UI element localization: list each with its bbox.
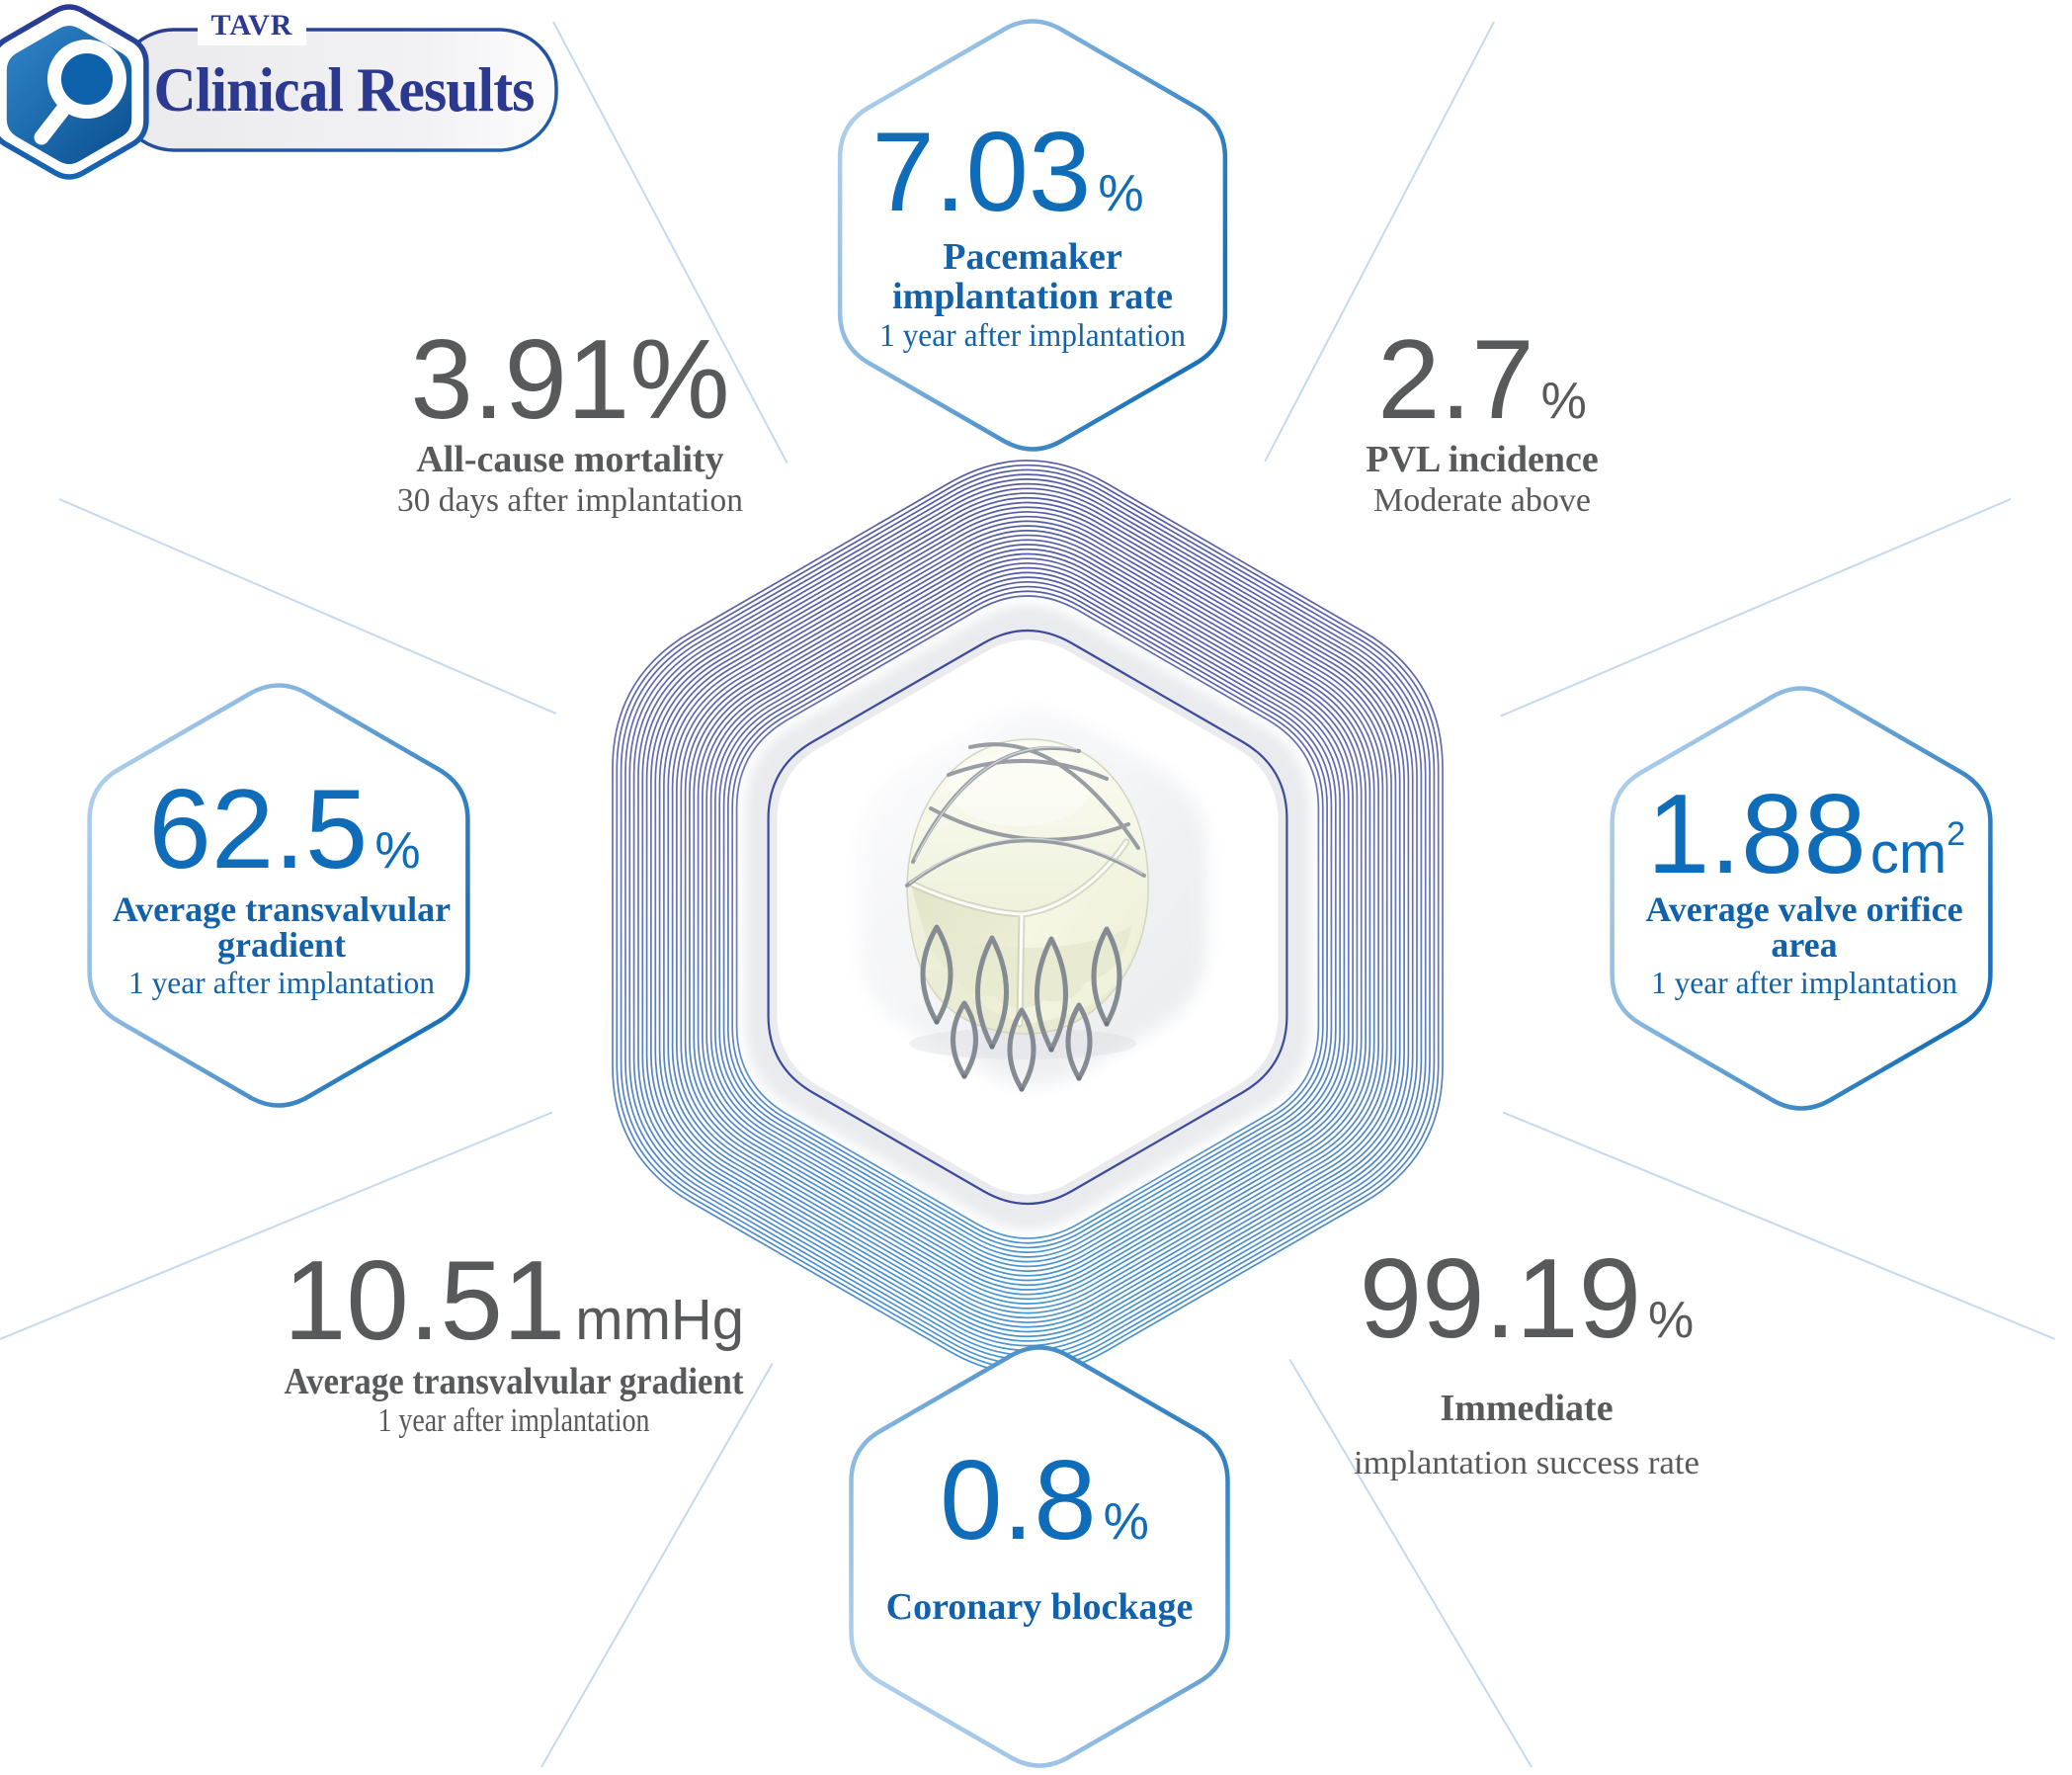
stat-label: All-cause mortality (416, 439, 723, 480)
stat-value: 0.8% (940, 1438, 1149, 1564)
stat-transvalvular-gradient-pct: 62.5% Average transvalvular gradient 1 y… (113, 767, 451, 1000)
stat-value: 1.88cm2 (1647, 772, 1965, 897)
logo-lens-rim (47, 40, 126, 119)
stat-subtext: 1 year after implantation (378, 1402, 650, 1439)
valve-stent-mesh-highlight (908, 746, 1143, 885)
stat-pvl: 2.7% PVL incidence Moderate above (1366, 317, 1598, 519)
radial-guide-lines (0, 21, 2056, 1768)
stat-valve-orifice-area: 1.88cm2 Average valve orifice area 1 yea… (1645, 772, 1965, 1000)
stat-subtext: 1 year after implantation (128, 965, 435, 1000)
orifice-hexagon-frame (1610, 686, 1993, 1111)
pacemaker-hexagon-frame (837, 19, 1228, 452)
stat-label: PVL incidence (1366, 439, 1598, 480)
stat-value: 3.91% (410, 317, 729, 443)
stat-label: Coronary blockage (886, 1586, 1194, 1628)
stat-coronary-blockage: 0.8% Coronary blockage (886, 1438, 1194, 1628)
stat-value: 99.19% (1360, 1236, 1695, 1362)
gradient-pct-hexagon-frame (87, 683, 470, 1108)
stat-implantation-success: 99.19% Immediate implantation success ra… (1354, 1236, 1699, 1481)
stat-subtext: 30 days after implantation (397, 482, 743, 519)
stat-value: 2.7% (1377, 317, 1587, 443)
stat-label: Immediate (1440, 1388, 1613, 1429)
logo-handle (34, 103, 70, 145)
eyebrow-backing (198, 8, 306, 45)
valve-illustration (905, 738, 1149, 1092)
valve-skirt (921, 923, 1132, 1009)
valve-shadow (909, 1028, 1136, 1059)
stat-label: Pacemaker (943, 236, 1122, 278)
valve-seam-highlight (909, 840, 1128, 1026)
center-hexagon-accent-ring (767, 629, 1288, 1206)
concentric-rings (612, 460, 1444, 1375)
stat-value: 7.03% (871, 110, 1143, 235)
stat-subtext: Moderate above (1373, 482, 1591, 519)
stat-mortality: 3.91% All-cause mortality 30 days after … (397, 317, 743, 519)
coronary-hexagon-frame (849, 1345, 1230, 1768)
stat-label: area (1771, 925, 1837, 965)
stat-label: gradient (217, 925, 346, 965)
eyebrow-label: TAVR (211, 9, 293, 42)
magnifier-hexagon-logo-icon (0, 4, 149, 180)
stat-subtext: implantation success rate (1354, 1445, 1699, 1481)
stat-subtext: 1 year after implantation (1651, 965, 1957, 1000)
stat-label: implantation rate (892, 276, 1173, 317)
stat-label: Average valve orifice (1645, 889, 1962, 929)
header: TAVR Clinical Results (0, 4, 558, 180)
stat-pacemaker: 7.03% Pacemaker implantation rate 1 year… (871, 110, 1186, 354)
stat-label: Average transvalvular gradient (285, 1361, 744, 1402)
stat-label: Average transvalvular (113, 889, 451, 929)
stat-subtext: 1 year after implantation (879, 318, 1186, 354)
center-hexagon (745, 604, 1310, 1230)
stat-value: 10.51 mmHg (284, 1238, 744, 1364)
logo-lens (61, 53, 113, 105)
valve-crown-tips (934, 1019, 1110, 1092)
stat-value: 62.5% (148, 767, 420, 892)
stat-transvalvular-gradient-mmhg: 10.51 mmHg Average transvalvular gradient… (284, 1238, 744, 1439)
page-title: Clinical Results (154, 54, 535, 125)
